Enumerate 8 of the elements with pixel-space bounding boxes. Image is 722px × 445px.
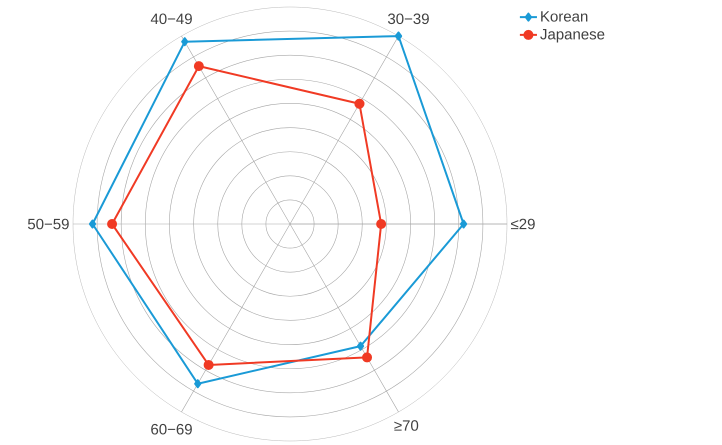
spoke-label: 60−69 bbox=[151, 424, 192, 435]
spoke-label: ≥70 bbox=[394, 420, 418, 431]
spoke-label: 50−59 bbox=[28, 218, 69, 230]
spoke-label: 30−39 bbox=[388, 13, 429, 24]
legend-label: Japanese bbox=[540, 29, 604, 42]
spoke-label: 40−49 bbox=[150, 13, 192, 24]
spoke-label: ≤29 bbox=[510, 218, 535, 230]
legend-label: Korean bbox=[541, 11, 588, 22]
